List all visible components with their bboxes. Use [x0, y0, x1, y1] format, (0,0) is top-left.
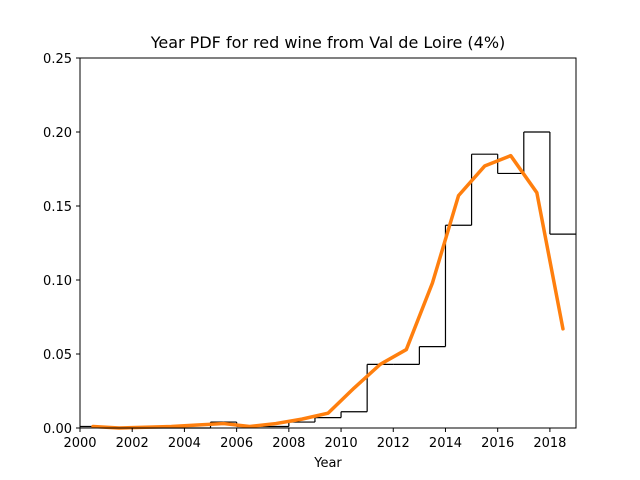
x-tick-label: 2014: [429, 436, 462, 451]
y-tick-label: 0.25: [43, 52, 72, 67]
x-tick-label: 2000: [63, 436, 96, 451]
y-tick-label: 0.20: [43, 126, 72, 141]
x-tick-label: 2006: [220, 436, 253, 451]
histogram-series: [80, 131, 576, 429]
y-tick-label: 0.05: [43, 348, 72, 363]
y-tick-label: 0.00: [43, 422, 72, 437]
plot-frame: [79, 57, 577, 429]
x-tick-label: 2012: [377, 436, 410, 451]
x-axis-label: Year: [313, 456, 342, 471]
y-tick-label: 0.10: [43, 274, 72, 289]
x-tick-label: 2018: [533, 436, 566, 451]
x-tick-label: 2010: [325, 436, 358, 451]
density-line: [91, 153, 565, 430]
x-tick-label: 2008: [272, 436, 305, 451]
chart-title: Year PDF for red wine from Val de Loire …: [150, 33, 506, 52]
x-tick-label: 2016: [481, 436, 514, 451]
x-tick-label: 2002: [116, 436, 149, 451]
x-tick-label: 2004: [168, 436, 201, 451]
y-tick-label: 0.15: [43, 200, 72, 215]
